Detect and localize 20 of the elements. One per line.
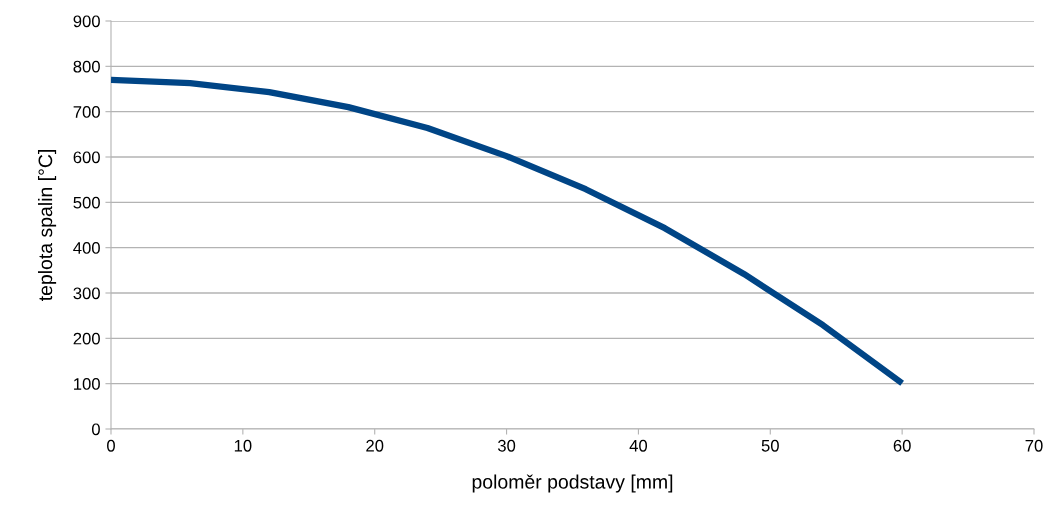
y-tick-label: 800 [73,60,100,73]
x-tick-label: 70 [1025,439,1043,452]
y-axis-title: teplota spalin [°C] [37,150,57,302]
x-tick-label: 50 [761,439,779,452]
x-tick-label: 10 [234,439,252,452]
y-tick-label: 400 [73,242,100,254]
y-tick-label: 0 [91,423,100,436]
y-tick-label: 600 [73,151,100,164]
y-tick-label: 900 [73,15,100,28]
x-tick-label: 0 [107,439,115,452]
x-tick-label: 30 [497,439,516,452]
y-tick-label: 500 [73,196,100,209]
x-tick-label: 20 [366,439,384,452]
y-tick-label: 100 [74,378,100,390]
y-tick-label: 200 [73,332,100,345]
y-tick-label: 700 [73,106,100,118]
x-axis-title: poloměr podstavy [mm] [472,474,673,493]
y-tick-label: 300 [73,287,100,300]
x-tick-label: 40 [629,439,648,452]
x-tick-label: 60 [893,439,911,452]
